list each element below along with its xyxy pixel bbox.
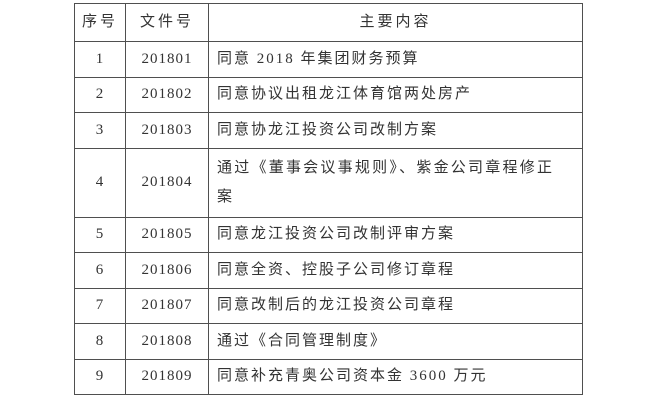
doc-number-cell: 201807 [125, 287, 209, 324]
content-cell: 同意协龙江投资公司改制方案 [208, 112, 583, 149]
doc-number-cell: 201805 [125, 216, 209, 253]
doc-number-cell: 201806 [125, 252, 209, 289]
col-header-main-content: 主要内容 [208, 3, 583, 42]
row-index-cell: 8 [74, 323, 126, 360]
table-body: 1 201801 同意 2018 年集团财务预算 2 201802 同意协议出租… [74, 41, 583, 395]
col-header-doc-number: 文件号 [125, 3, 209, 42]
table-row: 5 201805 同意龙江投资公司改制评审方案 [74, 216, 583, 253]
row-index-cell: 1 [74, 41, 126, 78]
table-row: 1 201801 同意 2018 年集团财务预算 [74, 41, 583, 78]
doc-number-cell: 201809 [125, 358, 209, 395]
doc-number-cell: 201808 [125, 323, 209, 360]
content-cell: 通过《合同管理制度》 [208, 323, 583, 360]
col-header-index: 序号 [74, 3, 126, 42]
table-row: 8 201808 通过《合同管理制度》 [74, 323, 583, 360]
resolutions-table: 序号 文件号 主要内容 1 201801 同意 2018 年集团财务预算 2 2… [74, 3, 583, 395]
table-row: 6 201806 同意全资、控股子公司修订章程 [74, 252, 583, 289]
row-index-cell: 3 [74, 112, 126, 149]
doc-number-cell: 201802 [125, 76, 209, 113]
table-row: 7 201807 同意改制后的龙江投资公司章程 [74, 287, 583, 324]
table-row: 3 201803 同意协龙江投资公司改制方案 [74, 112, 583, 149]
row-index-cell: 7 [74, 287, 126, 324]
doc-number-cell: 201801 [125, 41, 209, 78]
row-index-cell: 4 [74, 147, 126, 218]
row-index-cell: 5 [74, 216, 126, 253]
content-cell: 同意补充青奥公司资本金 3600 万元 [208, 358, 583, 395]
row-index-cell: 6 [74, 252, 126, 289]
row-index-cell: 9 [74, 358, 126, 395]
table-header-row: 序号 文件号 主要内容 [74, 3, 583, 42]
row-index-cell: 2 [74, 76, 126, 113]
content-cell: 同意协议出租龙江体育馆两处房产 [208, 76, 583, 113]
content-cell: 同意龙江投资公司改制评审方案 [208, 216, 583, 253]
content-cell: 同意 2018 年集团财务预算 [208, 41, 583, 78]
table-row: 2 201802 同意协议出租龙江体育馆两处房产 [74, 76, 583, 113]
content-cell: 同意全资、控股子公司修订章程 [208, 252, 583, 289]
doc-number-cell: 201804 [125, 147, 209, 218]
doc-number-cell: 201803 [125, 112, 209, 149]
content-cell: 同意改制后的龙江投资公司章程 [208, 287, 583, 324]
table-row: 9 201809 同意补充青奥公司资本金 3600 万元 [74, 358, 583, 395]
table-row: 4 201804 通过《董事会议事规则》、紫金公司章程修正案 [74, 147, 583, 218]
content-cell: 通过《董事会议事规则》、紫金公司章程修正案 [208, 147, 583, 218]
